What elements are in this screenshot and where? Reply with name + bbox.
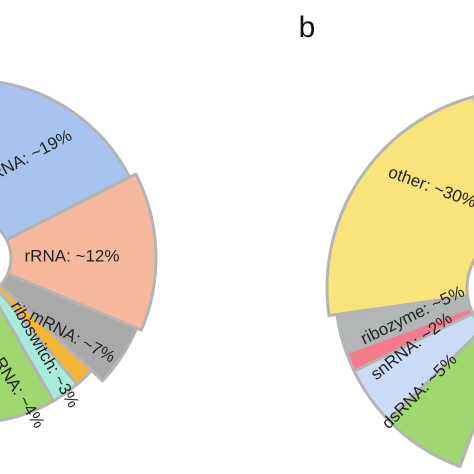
pie-slice-unlabeled [0,305,55,422]
pie-slice-riboswitch [0,283,94,386]
pie-slice-rna [0,80,132,242]
slice-label: rRNA: ~12% [25,246,120,265]
pie-slice-rrna [5,172,158,332]
pie-slice-mrna [0,272,139,383]
donut-chart-a: …RNA: ~19%rRNA: ~12%mRNA: ~7%riboswitch:… [0,80,158,432]
pie-slice-other [325,95,474,318]
donut-chart-b: other: ~30%ribozyme: ~5%snRNA: ~2%dsRNA:… [325,95,474,469]
pie-slice-unlabeled [386,335,474,469]
panel-label-b: b [299,11,316,44]
pie-slice-rna [0,290,79,403]
